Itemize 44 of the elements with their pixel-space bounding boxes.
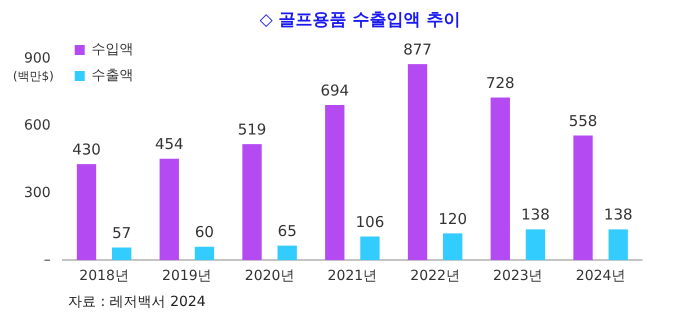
data-label: 57 — [112, 224, 132, 242]
data-label: 558 — [568, 112, 598, 130]
bar — [112, 247, 132, 260]
bar — [194, 246, 214, 260]
bar — [490, 97, 510, 260]
data-label: 519 — [238, 120, 266, 139]
chart-title: ◇ 골프용품 수출입액 추이 — [258, 9, 462, 31]
data-label: 65 — [278, 222, 297, 240]
data-label: 454 — [154, 135, 184, 154]
bar — [408, 64, 428, 260]
x-tick-label: 2018년 — [79, 268, 129, 284]
legend-label: 수출액 — [92, 68, 134, 84]
y-tick-label: – — [44, 252, 51, 268]
x-tick-label: 2022년 — [410, 268, 460, 284]
y-tick-label: 600 — [24, 118, 51, 134]
data-label: 138 — [521, 206, 550, 224]
data-label: 120 — [438, 210, 468, 228]
x-tick-label: 2021년 — [328, 268, 378, 284]
data-label: 728 — [486, 74, 515, 92]
data-label: 430 — [72, 140, 101, 158]
bar — [573, 135, 593, 260]
bar — [76, 164, 96, 260]
bar — [242, 144, 262, 260]
data-label: 60 — [194, 223, 214, 242]
x-tick-label: 2023년 — [493, 268, 543, 284]
bar — [278, 246, 297, 260]
x-tick-label: 2020년 — [244, 268, 294, 284]
y-axis-title: (백만$) — [12, 69, 54, 84]
data-label: 877 — [403, 40, 432, 59]
bar — [160, 158, 179, 260]
data-label: 106 — [356, 212, 384, 231]
y-tick-label: 300 — [24, 184, 51, 201]
text: 자료 : 레저백서 2024 — [68, 293, 207, 311]
x-tick-label: 2024년 — [576, 268, 626, 284]
data-label: 694 — [320, 81, 350, 100]
bar — [608, 229, 628, 260]
bar — [526, 229, 546, 260]
y-tick-label: 900 — [24, 50, 51, 67]
x-tick-label: 2019년 — [162, 268, 212, 284]
bar — [325, 105, 344, 260]
bar — [360, 236, 380, 260]
legend-label: 수입액 — [92, 42, 134, 58]
bar — [443, 233, 462, 260]
data-label: 138 — [604, 206, 633, 224]
